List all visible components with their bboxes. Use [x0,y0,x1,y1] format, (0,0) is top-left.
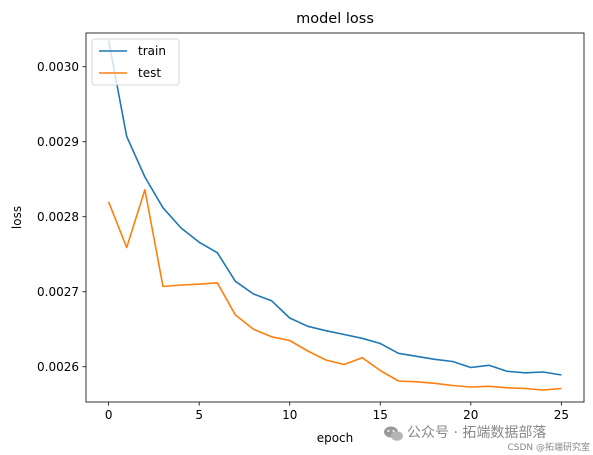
y-tick-label: 0.0028 [37,210,79,224]
chart-title: model loss [296,11,374,27]
x-axis-ticks: 0 5 10 15 20 25 [105,402,569,422]
y-axis-ticks: 0.0026 0.0027 0.0028 0.0029 0.0030 [37,60,86,374]
plot-frame [85,32,585,403]
watermark: 公众号 · 拓端数据部落 CSDN @拓端研究室 [384,425,590,453]
x-axis-label: epoch [317,431,354,445]
legend-label-test: test [138,66,161,80]
x-tick-label: 5 [195,408,203,422]
legend: train test [91,38,180,86]
x-tick-label: 25 [554,408,569,422]
series-line-train [107,40,562,376]
plot-lines [107,40,562,391]
x-tick-label: 0 [105,408,113,422]
y-tick-label: 0.0027 [37,285,79,299]
x-tick-label: 10 [282,408,297,422]
y-tick-label: 0.0030 [37,60,79,74]
series-line-test [107,189,562,391]
y-tick-label: 0.0026 [37,360,79,374]
wechat-icon [384,426,403,441]
watermark-line2: CSDN @拓端研究室 [507,441,590,453]
watermark-line1: 公众号 · 拓端数据部落 [407,425,546,441]
x-tick-label: 15 [373,408,388,422]
legend-label-train: train [138,44,166,58]
legend-box [91,38,180,86]
x-tick-label: 20 [463,408,478,422]
y-axis-label: loss [10,206,24,229]
y-tick-label: 0.0029 [37,135,79,149]
